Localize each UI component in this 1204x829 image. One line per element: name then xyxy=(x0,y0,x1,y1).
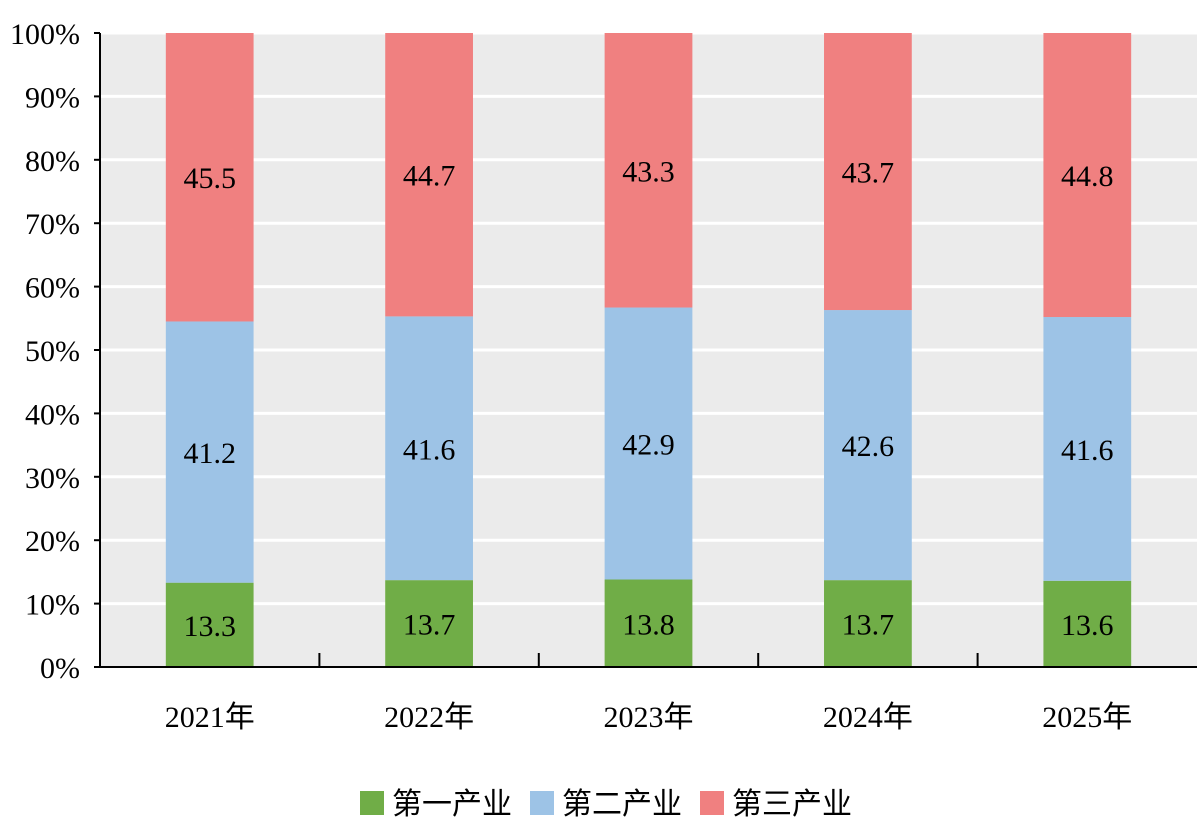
data-labels: 13.3 41.2 45.5 13.7 41.6 44.7 13.8 42.9 43.3 13.7… xyxy=(183,155,1113,643)
bar-segment xyxy=(1043,33,1132,318)
y-tick-label: 100% xyxy=(10,18,80,51)
data-label: 41.2 xyxy=(183,437,236,470)
bar-segment xyxy=(604,579,693,667)
bar-segment xyxy=(824,580,912,667)
x-tick-labels: 2021年 2022年 2023年 2024年 2025年 xyxy=(165,701,1133,734)
y-tick-label: 10% xyxy=(25,589,80,622)
y-tick-label: 60% xyxy=(25,272,80,305)
bar-segment xyxy=(604,307,693,580)
bar-segment xyxy=(165,582,254,667)
bar-segment xyxy=(385,33,473,317)
bar-segment xyxy=(385,316,473,581)
bar-segment xyxy=(824,33,912,311)
data-label: 43.3 xyxy=(622,155,675,188)
bar-segment xyxy=(824,310,912,581)
bars xyxy=(165,33,1132,667)
axes xyxy=(94,32,1197,668)
x-tick-label: 2023年 xyxy=(604,701,694,734)
bar-segment xyxy=(1043,317,1132,581)
legend-entry: 第一产业 xyxy=(392,788,512,821)
legend: 第一产业 第二产业 第三产业 xyxy=(360,788,852,821)
data-label: 13.8 xyxy=(622,608,675,641)
legend-swatch xyxy=(360,791,384,815)
bar-segment xyxy=(604,33,693,308)
data-label: 44.7 xyxy=(403,160,456,193)
data-label: 41.6 xyxy=(1061,434,1114,467)
y-tick-labels: 0% 10% 20% 30% 40% 50% 60% 70% 80% 90% 100% xyxy=(10,18,80,685)
legend-entry: 第二产业 xyxy=(562,788,682,821)
data-label: 42.6 xyxy=(842,430,895,463)
bar-segment xyxy=(165,321,254,583)
y-tick-label: 80% xyxy=(25,145,80,178)
data-label: 43.7 xyxy=(842,157,895,190)
y-tick-label: 0% xyxy=(40,652,80,685)
bar-segment xyxy=(385,580,473,667)
y-tick-label: 70% xyxy=(25,208,80,241)
legend-entry: 第三产业 xyxy=(732,788,852,821)
y-tick-label: 30% xyxy=(25,462,80,495)
data-label: 13.3 xyxy=(183,610,236,643)
bar-segment xyxy=(165,33,254,322)
x-tick-label: 2024年 xyxy=(823,701,913,734)
bar-segment xyxy=(1043,580,1132,667)
legend-swatch xyxy=(700,791,724,815)
y-tick-label: 20% xyxy=(25,525,80,558)
data-label: 45.5 xyxy=(183,162,236,195)
data-label: 13.6 xyxy=(1061,609,1114,642)
data-label: 13.7 xyxy=(403,609,456,642)
y-tick-label: 90% xyxy=(25,81,80,114)
data-label: 13.7 xyxy=(842,609,895,642)
x-tick-label: 2022年 xyxy=(384,701,474,734)
x-tick-label: 2025年 xyxy=(1042,701,1132,734)
y-tick-label: 50% xyxy=(25,335,80,368)
data-label: 44.8 xyxy=(1061,160,1114,193)
data-label: 42.9 xyxy=(622,429,675,462)
y-tick-label: 40% xyxy=(25,398,80,431)
legend-swatch xyxy=(530,791,554,815)
x-tick-label: 2021年 xyxy=(165,701,255,734)
data-label: 41.6 xyxy=(403,433,456,466)
